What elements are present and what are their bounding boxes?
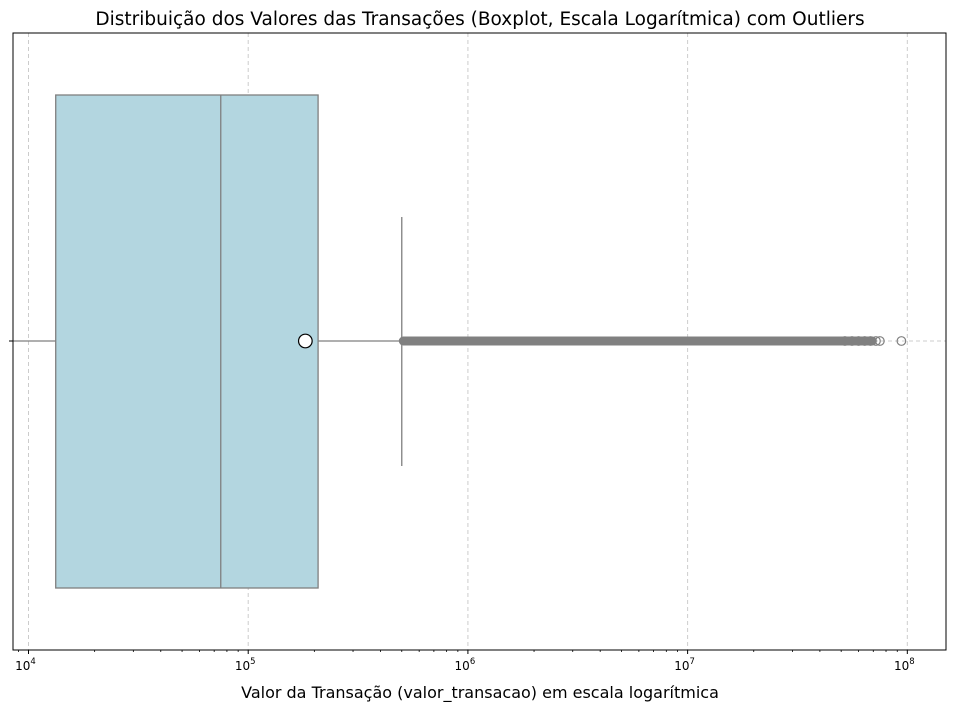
outlier-point [840,336,850,346]
x-tick-label: 108 [894,657,915,673]
outlier-band [398,336,877,346]
outlier-point [896,336,907,346]
outlier-point [847,336,857,346]
iqr-box [55,94,319,589]
mean-layer [297,333,313,349]
mean-marker [297,333,313,349]
outlier-point [859,336,870,346]
x-tick-label: 105 [235,657,256,673]
x-ticks: 104 105 106 107 108 [9,340,915,673]
x-tick-label: 107 [674,657,695,673]
x-tick-label: 104 [15,657,36,673]
outliers [398,336,907,346]
x-axis-label: Valor da Transação (valor_transacao) em … [241,683,719,703]
outlier-point [871,336,881,346]
outlier-point [874,336,885,346]
box-plot [13,94,403,589]
outlier-point [853,336,864,346]
chart-title: Distribuição dos Valores das Transações … [95,9,864,30]
outlier-point [865,336,876,346]
x-tick-label: 106 [455,657,476,673]
